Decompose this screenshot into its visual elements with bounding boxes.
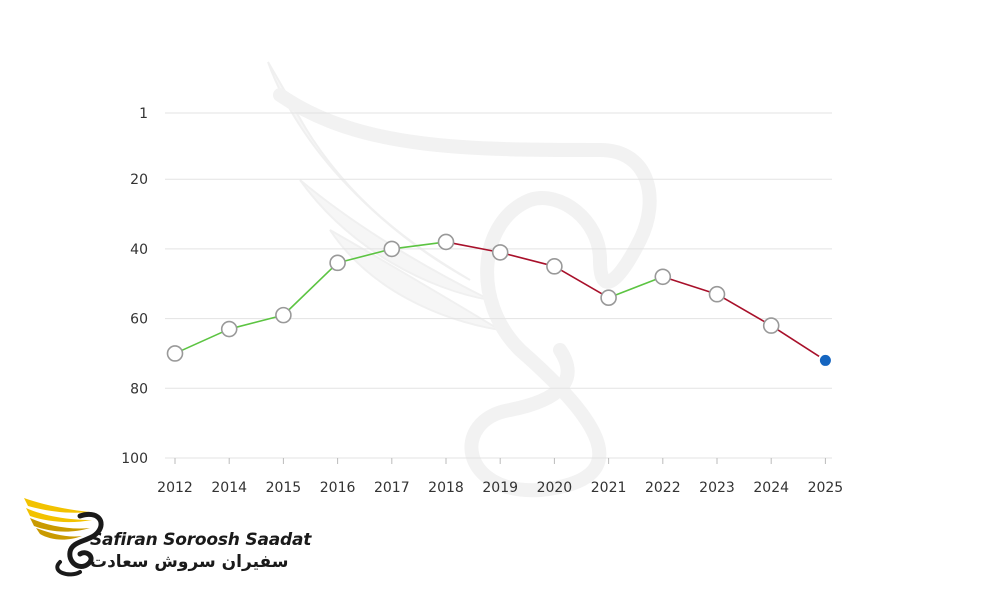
series-line-segment: [662, 276, 718, 295]
data-point[interactable]: [654, 268, 672, 286]
x-tick-label: 2024: [753, 480, 789, 496]
data-point[interactable]: [275, 306, 292, 324]
x-tick-label: 2015: [266, 480, 302, 496]
x-tick-label: 2019: [482, 480, 518, 496]
series-line-segment: [608, 276, 664, 299]
series-line-segment: [391, 241, 447, 250]
x-tick-label: 2022: [645, 480, 681, 496]
y-tick-label: 80: [130, 381, 148, 397]
series-line-segment: [716, 293, 772, 327]
series-line-segment: [337, 248, 392, 264]
series-line-segment: [445, 241, 501, 254]
series-line-segment: [553, 265, 610, 299]
series-line-segment: [282, 262, 339, 316]
brand-logo: Safiran Soroosh Saadat سفیران سروش سعادت: [20, 492, 311, 580]
data-point[interactable]: [166, 345, 184, 362]
x-tick-label: 2016: [320, 480, 356, 496]
logo-text-persian: سفیران سروش سعادت: [90, 552, 289, 572]
data-point-current[interactable]: [817, 352, 833, 368]
data-point[interactable]: [762, 317, 780, 334]
data-point[interactable]: [329, 254, 346, 272]
x-tick-label: 2017: [374, 480, 410, 496]
data-point[interactable]: [220, 320, 238, 338]
winged-swan-logo-icon: [24, 498, 104, 577]
y-tick-label: 60: [130, 312, 148, 328]
y-tick-label: 20: [130, 172, 148, 188]
data-point[interactable]: [383, 240, 401, 258]
series-line-segment: [500, 251, 555, 268]
data-point[interactable]: [600, 289, 617, 306]
x-tick-label: 2014: [211, 480, 247, 496]
data-point[interactable]: [546, 258, 563, 275]
x-tick-label: 2023: [699, 480, 735, 496]
x-tick-label: 2018: [428, 480, 464, 496]
series-line-segment: [770, 324, 826, 362]
logo-text-english: Safiran Soroosh Saadat: [90, 530, 312, 550]
x-tick-label: 2012: [157, 480, 193, 496]
x-tick-label: 2020: [537, 480, 573, 496]
data-point[interactable]: [437, 233, 455, 251]
y-tick-label: 40: [130, 242, 148, 258]
x-tick-label: 2025: [808, 480, 844, 496]
series-line-segment: [229, 314, 284, 330]
y-tick-label: 100: [121, 451, 148, 467]
data-point[interactable]: [491, 244, 509, 261]
y-tick-label: 1: [139, 106, 148, 122]
series-line-segment: [174, 328, 230, 355]
winged-swan-watermark-icon: [267, 61, 657, 498]
data-point[interactable]: [708, 285, 726, 303]
x-tick-label: 2021: [591, 480, 627, 496]
